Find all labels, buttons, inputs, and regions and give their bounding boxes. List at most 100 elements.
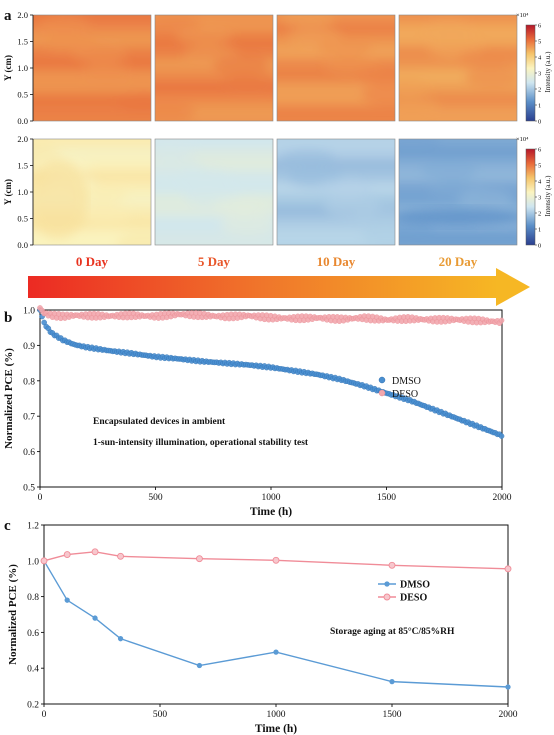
heatmap-blob <box>421 19 477 39</box>
heatmap-y-axis-title: Y (cm) <box>3 55 13 81</box>
heatmap-blob <box>176 26 232 46</box>
heatmap-texture <box>399 15 517 121</box>
heatmap-light-patch <box>33 159 88 239</box>
colorbar-exponent: ×10⁴ <box>516 136 529 143</box>
heatmap-dark-band <box>399 208 517 226</box>
colorbar-tick-label: 5 <box>538 39 541 46</box>
data-point-deso <box>117 552 125 560</box>
heatmap-blob <box>72 44 128 64</box>
heatmap-y-tick-label: 0.0 <box>17 240 28 250</box>
colorbar-gradient <box>525 148 536 246</box>
x-tick-label: 500 <box>153 710 168 720</box>
y-tick-label: 1.0 <box>27 557 39 567</box>
heatmap-tiles <box>32 14 518 246</box>
series-deso-points <box>37 305 505 326</box>
day-label: 20 Day <box>439 254 478 269</box>
time-arrow-head <box>496 268 530 306</box>
legend-label-deso: DESO <box>400 593 427 604</box>
data-point-dmso <box>498 433 505 439</box>
heatmap-texture <box>33 139 151 245</box>
legend-label-dmso: DMSO <box>400 580 430 591</box>
heatmap-blob <box>213 55 269 75</box>
colorbar-label: Intensity (a.u.) <box>544 51 552 93</box>
colorbar-tick-label: 3 <box>538 195 541 202</box>
day-label: 0 Day <box>76 254 109 269</box>
annotation-2: 1-sun-intensity illumination, operationa… <box>93 438 309 448</box>
data-point-deso <box>195 555 203 563</box>
x-tick-label: 1000 <box>267 710 286 720</box>
data-point-dmso <box>196 662 203 669</box>
data-point-dmso <box>64 597 70 603</box>
legend-marker-dmso <box>378 376 386 384</box>
time-arrow-body <box>28 276 498 298</box>
data-point-dmso <box>117 636 124 642</box>
data-point-deso <box>272 556 280 564</box>
series-line-deso <box>43 551 509 570</box>
x-tick-label: 0 <box>38 493 43 503</box>
heatmap-y-tick-label: 1.0 <box>17 187 28 197</box>
legend-marker-deso <box>378 389 386 397</box>
heatmap-texture <box>155 15 273 121</box>
y-tick-label: 0.9 <box>23 342 35 352</box>
colorbar-tick-label: 0 <box>538 243 541 250</box>
y-tick-label: 1.2 <box>27 522 39 532</box>
x-tick-label: 0 <box>42 710 47 720</box>
heatmap-blob <box>317 178 373 198</box>
y-tick-label: 1.0 <box>23 307 35 317</box>
y-tick-label: 0.5 <box>23 484 35 494</box>
heatmap-blob <box>280 149 336 169</box>
plot-frame <box>39 309 503 488</box>
heatmap-blob <box>399 96 440 116</box>
data-point-dmso <box>273 649 279 655</box>
heatmap-blob <box>155 139 195 158</box>
heatmap-colorbars: ×10⁴ 0 1 2 3 4 5 6 Intensity (a.u.) ×10⁴ 0 1 2 3 4 5 6 In… <box>516 12 552 250</box>
heatmap-tile-frame <box>154 138 274 246</box>
heatmap-tile-0-1 <box>155 15 273 121</box>
heatmap-band <box>277 105 395 121</box>
heatmap-blob <box>361 226 395 245</box>
day-labels: 0 Day 5 Day 10 Day 20 Day <box>76 254 478 269</box>
heatmap-tile-0-3 <box>399 15 517 121</box>
heatmap-blob <box>458 48 514 68</box>
x-axis-title: Time (h) <box>250 506 292 518</box>
x-tick-label: 2000 <box>499 710 518 720</box>
data-point-deso <box>388 561 396 569</box>
data-point-dmso <box>92 615 98 621</box>
heatmap-blob <box>220 215 273 235</box>
heatmap-tile-frame <box>398 138 518 246</box>
heatmap-texture <box>277 15 395 121</box>
heatmap-blob <box>458 189 514 209</box>
panel-c-legend: DMSO DESO <box>378 580 430 604</box>
heatmap-blob <box>317 37 373 57</box>
heatmap-tile-frame <box>398 14 518 122</box>
colorbar-tick-label: 1 <box>538 103 541 110</box>
heatmap-y-tick-label: 0.5 <box>17 90 28 100</box>
heatmap-y-tick-label: 2.0 <box>17 10 28 20</box>
heatmap-texture <box>33 15 151 121</box>
legend-label-dmso: DMSO <box>392 376 421 387</box>
data-point-deso <box>504 565 512 573</box>
heatmap-blob <box>35 15 91 35</box>
heatmap-y-tick-label: 1.5 <box>17 37 28 47</box>
panel-c-chart: c 0 500 1000 1500 2000 0.2 0.4 0.6 0.8 1.0 1.2 Time… <box>4 518 518 735</box>
heatmap-blob <box>354 207 395 227</box>
heatmap-blob <box>176 167 232 187</box>
legend-marker-dmso <box>384 581 390 587</box>
panel-b-label: b <box>4 310 12 326</box>
heatmap-tile-frame <box>276 138 396 246</box>
y-tick-label: 0.4 <box>27 665 39 675</box>
colorbar-tick-label: 5 <box>538 163 541 170</box>
panel-a-heatmaps: a 0.0 0.5 1.0 1.5 2.0 Y (cm) 0.0 0.5 1.0 1.5 2.0 Y … <box>3 8 552 306</box>
heatmap-texture <box>399 139 517 245</box>
heatmap-tile-0-2 <box>277 15 395 121</box>
x-tick-label: 1500 <box>377 493 396 503</box>
colorbar-tick-label: 2 <box>538 211 541 218</box>
heatmap-y-tick-label: 1.5 <box>17 161 28 171</box>
y-axis-title: Normalized PCE (%) <box>7 564 19 665</box>
heatmap-blob <box>220 74 273 94</box>
colorbar-label: Intensity (a.u.) <box>544 175 552 217</box>
heatmap-y-tick-label: 1.0 <box>17 63 28 73</box>
heatmap-blob <box>280 15 336 28</box>
heatmap-y-tick-label: 0.0 <box>17 116 28 126</box>
